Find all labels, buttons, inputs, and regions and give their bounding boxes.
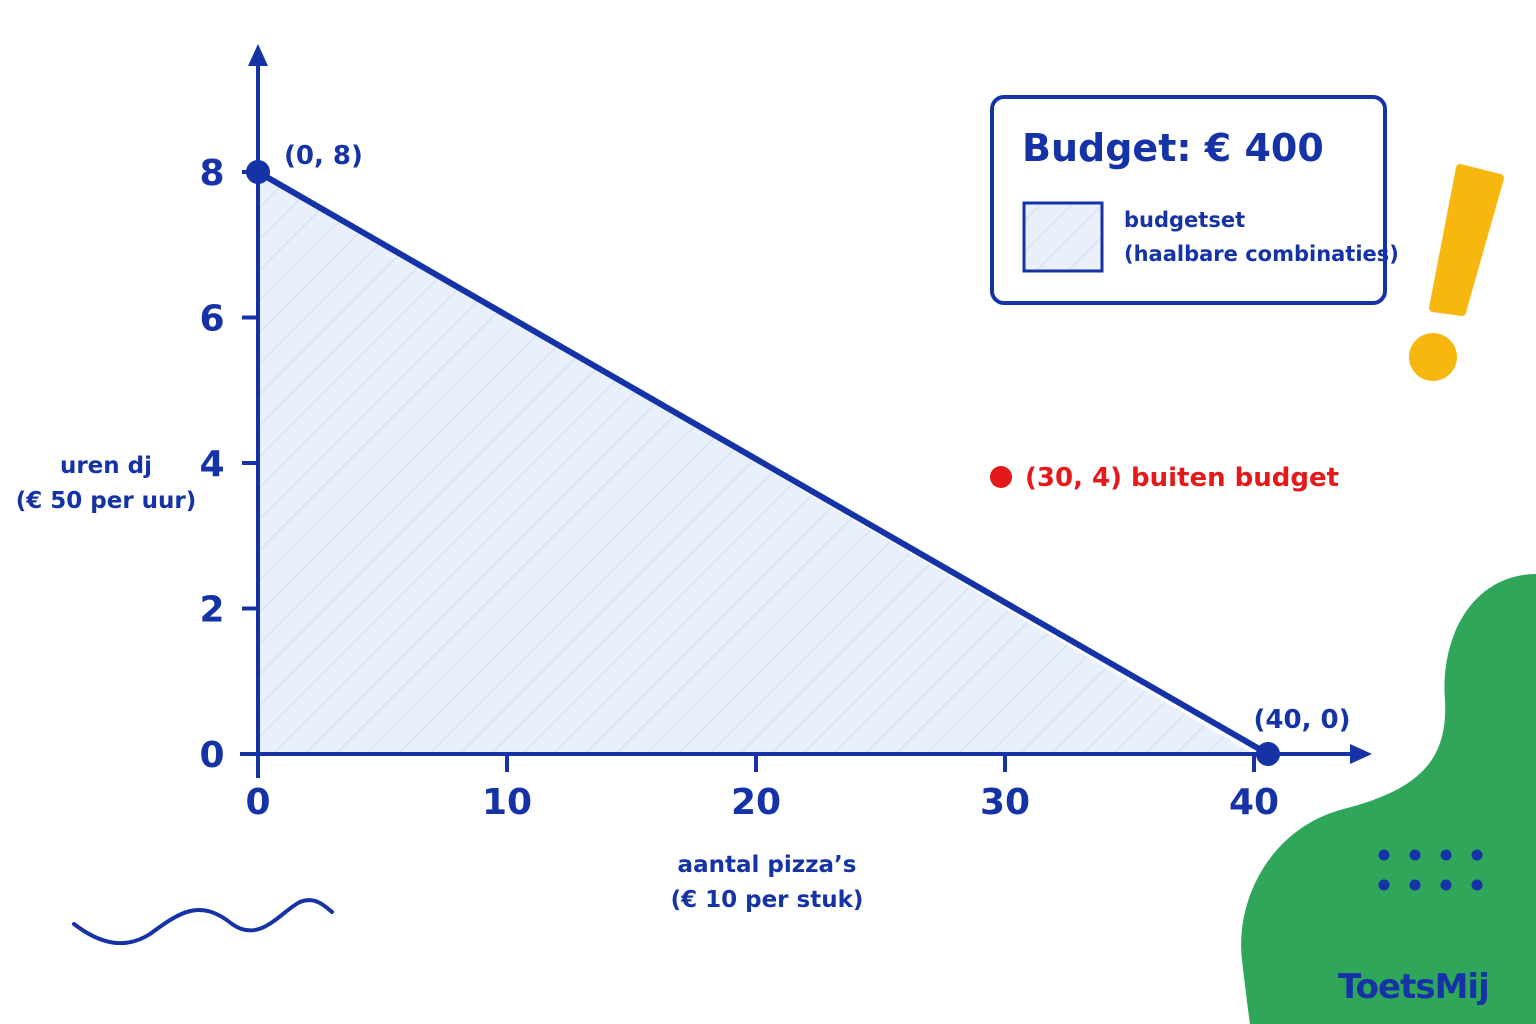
- x-tick-label: 20: [731, 782, 781, 823]
- legend: Budget: € 400 budgetset (haalbare combin…: [990, 95, 1399, 305]
- x-tick-label: 40: [1229, 782, 1279, 823]
- x-axis-title-line-2: (€ 10 per stuk): [671, 887, 864, 913]
- intercept-point: [1256, 742, 1280, 766]
- legend-swatch: [1022, 201, 1104, 273]
- y-tick-label: 2: [199, 590, 224, 631]
- x-axis-arrow: [1350, 744, 1372, 764]
- x-tick-label: 10: [482, 782, 532, 823]
- dot: [1440, 879, 1452, 891]
- y-axis-title-line-1: uren dj: [60, 453, 152, 479]
- dot: [1409, 849, 1421, 861]
- x-tick-label: 30: [980, 782, 1030, 823]
- intercept-point: [246, 160, 270, 184]
- x-axis-title-line-1: aantal pizza’s: [678, 852, 857, 878]
- dot: [1378, 849, 1390, 861]
- y-tick-label: 0: [199, 735, 224, 776]
- logo-text: ToetsMij: [1338, 967, 1489, 1007]
- y-tick-label: 4: [199, 444, 224, 485]
- green-blob: [1241, 574, 1536, 1024]
- dot: [1440, 849, 1452, 861]
- y-tick-label: 8: [199, 153, 224, 194]
- y-tick-label: 6: [199, 299, 224, 340]
- exclamation-icon: [1409, 164, 1504, 381]
- dot: [1471, 849, 1483, 861]
- intercept-label: (0, 8): [284, 141, 363, 171]
- y-axis-arrow: [248, 44, 268, 66]
- dot-grid-icon: [1378, 849, 1483, 891]
- y-axis-title-line-2: (€ 50 per uur): [16, 488, 197, 514]
- dot: [1378, 879, 1390, 891]
- legend-title: Budget: € 400: [1022, 126, 1324, 170]
- dot: [1471, 879, 1483, 891]
- legend-entry-line-1: budgetset: [1124, 208, 1245, 232]
- outside-budget-point: [990, 466, 1012, 488]
- logo: ToetsMij: [1338, 967, 1490, 1007]
- squiggle-icon: [72, 898, 334, 946]
- legend-entry-line-2: (haalbare combinaties): [1124, 242, 1399, 266]
- budget-line: [255, 169, 1271, 757]
- intercept-label: (40, 0): [1254, 705, 1351, 735]
- dot: [1409, 879, 1421, 891]
- outside-budget-label: (30, 4) buiten budget: [1025, 463, 1339, 493]
- x-tick-label: 0: [245, 782, 270, 823]
